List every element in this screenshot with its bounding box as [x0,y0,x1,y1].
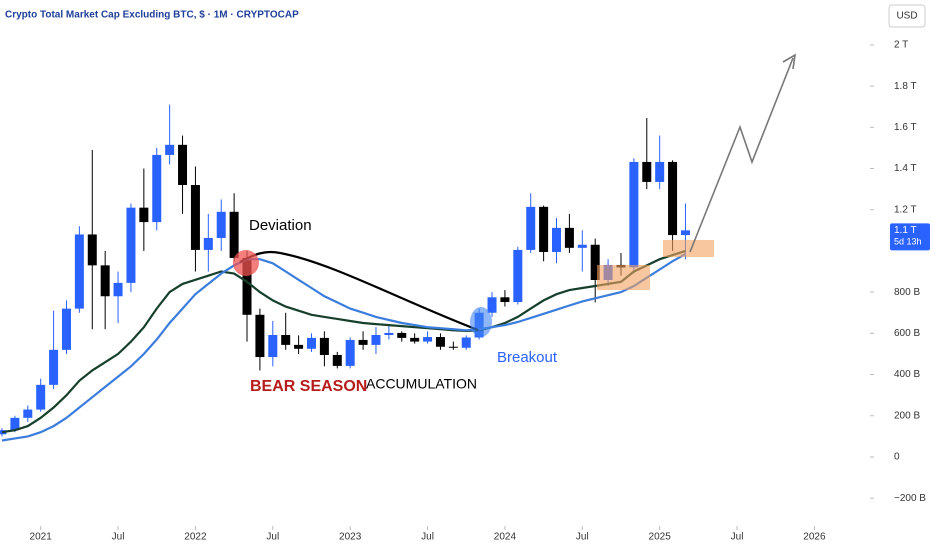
candle-body [668,161,678,236]
candle-body [461,337,471,348]
candle-body [487,297,497,313]
candle-body [190,185,200,250]
currency[interactable]: USD [896,11,917,22]
deviation-marker [233,250,259,276]
candle-body [332,354,342,366]
x-tick-label: 2024 [494,532,517,543]
x-tick-label: 2022 [184,532,207,543]
y-tick-label: 1.2 T [894,204,917,215]
countdown: 5d 13h [894,237,922,247]
candle-body [552,227,562,252]
candle-body [423,337,433,342]
x-tick-label: 2025 [649,532,672,543]
breakout-marker [470,307,492,337]
y-tick-label: 800 B [894,287,920,298]
candle-body [165,144,175,155]
y-tick-label: −200 B [894,493,926,504]
candle-body [642,161,652,182]
arrow-head [782,53,797,70]
x-tick-label: Jul [576,532,589,543]
moving-average [1,253,687,442]
candle-body [435,337,445,347]
candle-body [139,207,149,223]
x-tick-label: Jul [731,532,744,543]
candle-body [268,334,278,358]
price-box [890,223,930,251]
candle-body [629,161,639,268]
candle-body [513,249,523,303]
candle-body [655,161,665,182]
candle-body [319,337,329,355]
candle-body [10,417,20,431]
x-tick-label: Jul [266,532,279,543]
candle-body [345,339,355,366]
chart-title: Crypto Total Market Cap Excluding BTC, $… [5,10,299,21]
annotation: Breakout [497,349,558,366]
y-tick-label: 1.4 T [894,163,917,174]
candle-body [577,244,587,248]
currency-box[interactable] [888,4,926,28]
candle-body [526,206,536,250]
candle-body [448,346,458,348]
y-tick-label: 1.6 T [894,122,917,133]
candle-body [87,234,97,266]
candle-body [564,227,574,248]
annotation: BEAR SEASON [250,378,367,395]
x-tick-label: 2023 [339,532,362,543]
price-label: 1.1 T [894,225,917,236]
candle-body [113,282,123,297]
y-tick-label: 600 B [894,328,920,339]
candle-body [539,206,549,252]
candle-body [410,337,420,342]
candle-body [203,237,213,250]
y-tick-label: 400 B [894,369,920,380]
annotation: Deviation [249,217,312,234]
candle-body [294,344,304,349]
candle-body [384,332,394,335]
y-tick-label: 200 B [894,410,920,421]
x-tick-label: Jul [112,532,125,543]
candle-body [74,234,84,309]
y-tick-label: 2 T [894,40,908,51]
candle-body [281,334,291,345]
x-tick-label: 2026 [803,532,826,543]
zone-box [663,240,714,257]
y-tick-label: 1.8 T [894,81,917,92]
x-tick-label: Jul [421,532,434,543]
zone-box [597,265,650,290]
candle-body [36,384,46,410]
y-tick-label: 0 [894,452,900,463]
candle-body [500,297,510,303]
candle-body [216,211,226,238]
candle-body [306,337,316,349]
candle-body [49,349,59,385]
candle-body [590,244,600,280]
candle-body [397,332,407,338]
trend-curve [239,250,479,332]
candle-body [680,230,690,236]
candle-body [152,154,162,223]
x-tick-label: 2021 [30,532,53,543]
candle-body [229,211,239,258]
moving-average [1,249,686,434]
projection-arrow [689,57,794,253]
candle-body [371,334,381,345]
candle-body [242,257,252,315]
candle-body [358,339,368,345]
candle-body [61,308,71,350]
candle-body [100,265,110,297]
candle-body [255,314,265,358]
annotation: ACCUMULATION [366,376,477,392]
candle-body [23,409,33,418]
candle-body [126,207,136,283]
candle-body [178,144,188,186]
